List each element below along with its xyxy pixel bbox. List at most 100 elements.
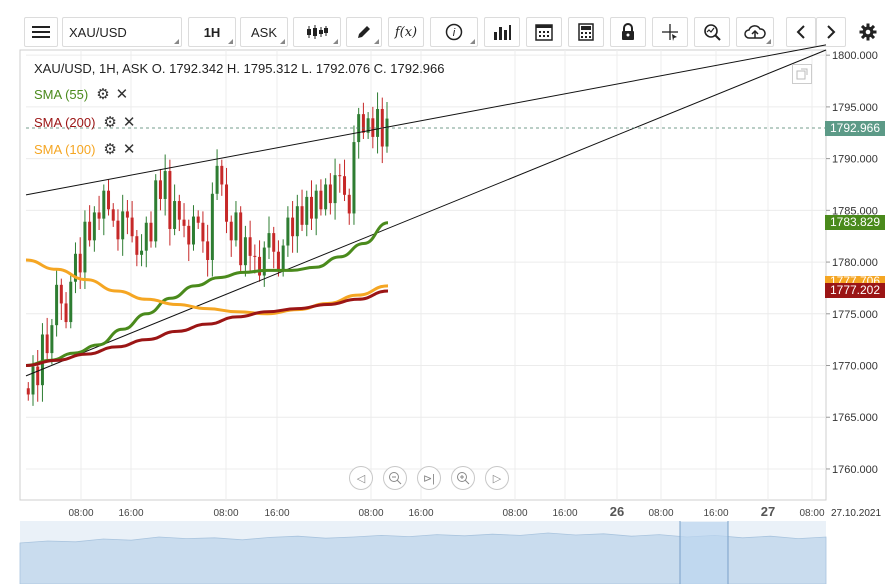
settings-button[interactable] [852,17,884,47]
calculator-icon [578,23,594,41]
candle-body [333,175,337,204]
price-axis: 1800.000 1795.000 1790.000 1785.000 1780.000… [826,50,878,476]
close-icon[interactable]: ✕ [115,86,135,103]
candle-body [83,221,87,273]
pan-left-button[interactable]: ◁ [349,466,373,490]
sma-series-line-2[interactable] [25,289,389,368]
price-type-selector[interactable]: ASK [240,17,288,47]
chart-type-button[interactable] [293,17,341,47]
x-tick-label: 26 [610,504,624,519]
triangle-right-icon: ▷ [492,472,502,485]
gear-icon[interactable]: ⚙ [103,114,123,131]
candle-body [50,325,54,354]
x-end-label: 27.10.2021 [831,508,881,519]
candle-body [92,212,96,241]
x-tick-label: 16:00 [118,508,143,519]
time-axis: 08:00 16:00 08:00 16:00 08:00 16:00 08:00 16:00… [68,504,881,519]
info-button[interactable]: i [430,17,478,47]
y-tick-label: 1790.000 [832,154,878,166]
candle-body [40,334,44,386]
candle-body [140,250,144,255]
y-tick-label: 1795.000 [832,102,878,114]
upload-button[interactable] [736,17,774,47]
x-tick-label: 08:00 [213,508,238,519]
volume-button[interactable] [484,17,520,47]
candle-body [158,180,162,199]
candle-body [295,206,299,237]
candle-body [206,241,210,260]
sma-series-line-0[interactable] [25,221,389,368]
candle-body [210,193,214,260]
x-tick-label: 08:00 [502,508,527,519]
fx-icon: f(x) [394,24,418,40]
pan-right-button[interactable]: ▷ [485,466,509,490]
candle-body [173,201,177,229]
candle-body [239,212,243,266]
y-tick-label: 1780.000 [832,257,878,269]
candle-body [361,114,365,133]
menu-icon [32,26,50,38]
candle-body [376,108,380,137]
candle-body [187,225,191,245]
candle-body [31,366,35,395]
candle-body [55,284,59,326]
candle-body [225,184,229,222]
x-tick-label: 16:00 [264,508,289,519]
candle-body [243,237,247,266]
candle-body [191,216,195,245]
candle-body [267,233,271,248]
indicator-lines [25,44,827,377]
candle-body [36,366,40,386]
pencil-icon [358,26,370,38]
lock-button[interactable] [610,17,646,47]
legend-sma200-label: SMA (200) [34,114,96,130]
candle-body [168,171,172,229]
gear-icon[interactable]: ⚙ [103,141,123,158]
popout-button[interactable] [792,64,812,84]
candle-body [262,247,266,276]
candle-body [248,237,252,256]
legend-sma200: SMA (200) ⚙✕ [34,113,141,131]
candle-body [343,176,347,195]
calculator-button[interactable] [568,17,604,47]
y-tick-label: 1765.000 [832,412,878,424]
navigator-strip[interactable] [19,521,827,584]
candle-body [352,142,356,214]
y-tick-label: 1800.000 [832,50,878,62]
candle-body [234,212,238,241]
crosshair-button[interactable] [652,17,688,47]
calendar-button[interactable] [526,17,562,47]
candle-body [366,118,370,133]
draw-tool-button[interactable] [346,17,382,47]
candle-body [258,256,262,276]
zoom-in-button[interactable] [451,466,475,490]
close-icon[interactable]: ✕ [122,114,142,131]
navigator-window[interactable] [680,522,728,584]
trendline-upper[interactable] [25,44,827,196]
candle-body [102,190,106,219]
candle-body [59,284,63,304]
scroll-right-button[interactable] [816,17,846,47]
zoom-button[interactable] [694,17,730,47]
sma100-price-tag: 1777.706 [825,276,885,286]
trendline-lower[interactable] [25,49,827,377]
reset-zoom-button[interactable]: ⊳| [417,466,441,490]
gear-icon[interactable]: ⚙ [96,86,116,103]
candle-body [149,222,153,242]
timeframe-selector[interactable]: 1H [188,17,236,47]
scroll-left-button[interactable] [786,17,816,47]
candle-body [177,201,181,220]
symbol-selector[interactable]: XAU/USD [62,17,182,47]
candle-body [281,245,285,271]
gear-icon [859,23,877,41]
candle-body [64,303,68,323]
zoom-out-button[interactable] [383,466,407,490]
menu-button[interactable] [24,17,58,47]
indicators-button[interactable]: f(x) [388,17,424,47]
candle-body [45,334,49,354]
current-price-tag: 1792.966 [825,121,885,136]
calendar-icon [535,24,553,41]
candle-body [272,233,276,252]
close-icon[interactable]: ✕ [122,141,142,158]
